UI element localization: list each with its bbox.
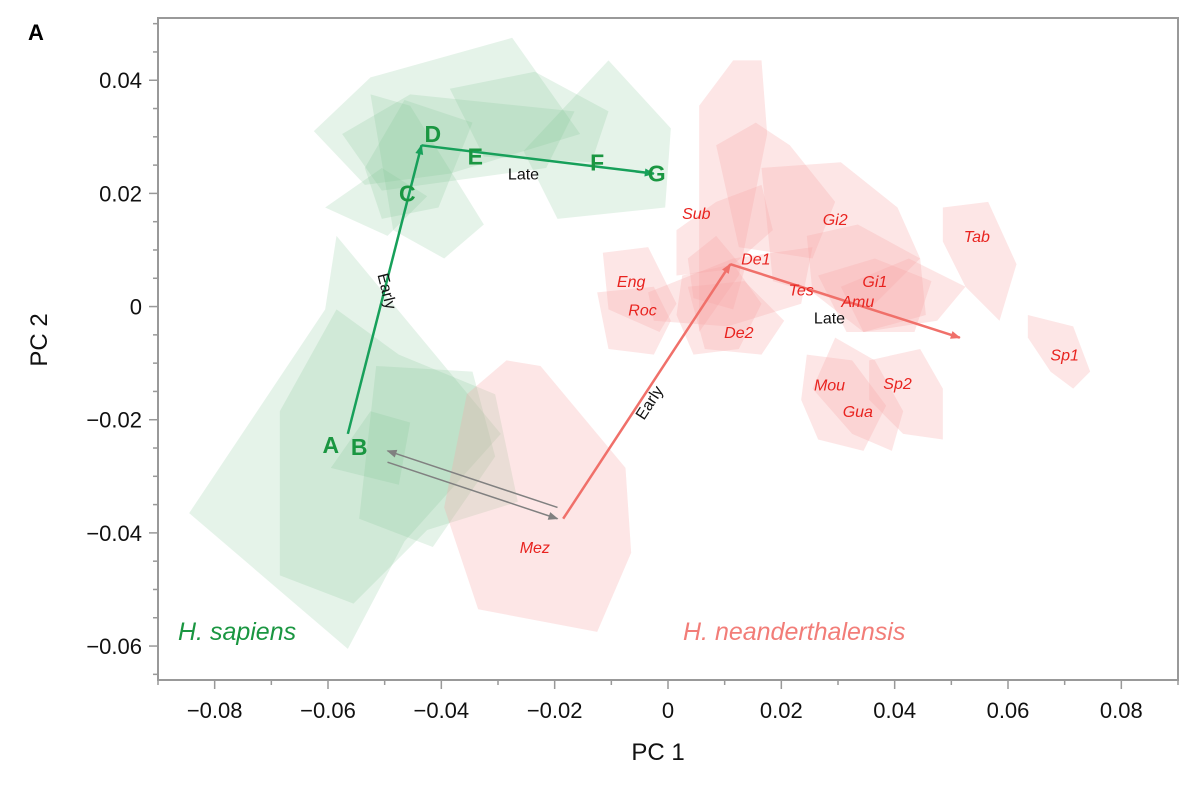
- neanderthal-hull-0: [444, 360, 632, 632]
- neanderthal-site-Mez: Mez: [520, 540, 550, 557]
- neanderthal-site-Gi2: Gi2: [823, 212, 848, 229]
- panel-label: A: [28, 20, 44, 45]
- sapiens-hull-8: [359, 365, 496, 548]
- neanderthal-hull-12: [597, 286, 671, 355]
- point-labels: A B C DE F G Sub Gi2 Tab De1 Eng Gi1 Tes Amu Roc De2 Sp1…: [323, 121, 1079, 557]
- neanderthal-site-De1: De1: [741, 251, 770, 268]
- neanderthal-site-Roc: Roc: [628, 302, 656, 319]
- neanderthal-hull-5: [761, 162, 921, 310]
- neanderthal-hull-13: [676, 264, 762, 355]
- x-tick-label: 0.02: [760, 698, 803, 723]
- neanderthal-hull-16: [869, 349, 943, 440]
- neanderthal-site-Amu: Amu: [840, 294, 874, 311]
- sapiens-hull-4: [523, 60, 671, 219]
- x-tick-label: −0.02: [527, 698, 583, 723]
- sapiens-stage-D: D: [425, 121, 442, 147]
- sapiens-stage-B: B: [351, 434, 368, 460]
- between-species-arrow-1: [387, 461, 559, 520]
- neanderthal-site-Gi1: Gi1: [862, 274, 887, 291]
- sapiens-hull-3: [449, 71, 609, 163]
- sapiens-phase-label-late: Late: [508, 166, 539, 183]
- y-tick-label: −0.02: [86, 408, 142, 433]
- x-tick-label: 0: [662, 698, 674, 723]
- neanderthal-site-Tes: Tes: [789, 283, 814, 300]
- sapiens-stage-C: C: [399, 180, 416, 206]
- neanderthal-site-Eng: Eng: [617, 274, 646, 291]
- neanderthal-hull-18: [1027, 315, 1091, 389]
- neanderthal-site-Sp2: Sp2: [883, 376, 912, 393]
- between-species-arrow-0: [386, 449, 558, 509]
- axis-ticks: −0.08 −0.06 −0.04 −0.02 0 0.02 0.04 0.06 0.08 0.0…: [86, 22, 1179, 723]
- sapiens-hull-7: [279, 309, 518, 604]
- x-tick-label: −0.06: [300, 698, 356, 723]
- x-axis-title: PC 1: [631, 739, 684, 766]
- species-label-neanderthal: H. neanderthalensis: [683, 618, 905, 646]
- sapiens-hull-1: [342, 94, 575, 191]
- sapiens-hull-5: [370, 94, 484, 259]
- neanderthal-hull-10: [687, 281, 785, 355]
- neanderthal-hull-8: [840, 258, 966, 333]
- neanderthal-trajectory-segment-0: [562, 263, 732, 520]
- neanderthal-hull-2: [676, 184, 773, 276]
- sapiens-stage-E: E: [468, 144, 483, 170]
- neanderthal-site-Tab: Tab: [964, 229, 990, 246]
- x-tick-label: 0.04: [873, 698, 916, 723]
- neanderthal-site-Sp1: Sp1: [1050, 348, 1078, 365]
- y-tick-label: 0: [130, 295, 142, 320]
- neanderthal-hull-1: [699, 60, 768, 333]
- neanderthal-site-Sub: Sub: [682, 206, 711, 223]
- sapiens-hull-6: [189, 235, 501, 649]
- y-tick-label: −0.04: [86, 521, 142, 546]
- neanderthal-site-De2: De2: [724, 325, 753, 342]
- sapiens-trajectory-segment-0: [346, 144, 424, 435]
- neanderthal-hull-4: [716, 122, 836, 259]
- neanderthal-hull-9: [687, 235, 745, 310]
- convex-hulls: [189, 37, 1091, 649]
- x-tick-label: 0.06: [987, 698, 1030, 723]
- x-tick-label: 0.08: [1100, 698, 1143, 723]
- sapiens-stage-F: F: [590, 149, 604, 175]
- y-tick-label: 0.04: [99, 68, 142, 93]
- species-label-sapiens: H. sapiens: [178, 618, 296, 646]
- sapiens-stage-A: A: [323, 432, 340, 458]
- x-tick-label: −0.08: [187, 698, 243, 723]
- neanderthal-hull-14: [812, 337, 904, 451]
- neanderthal-site-Mou: Mou: [814, 378, 845, 395]
- neanderthal-phase-label-late: Late: [814, 311, 845, 328]
- sapiens-hull-9: [330, 411, 411, 485]
- sapiens-hull-0: [313, 37, 581, 185]
- x-tick-label: −0.04: [413, 698, 469, 723]
- neanderthal-site-Gua: Gua: [843, 404, 873, 421]
- y-tick-label: 0.02: [99, 181, 142, 206]
- neanderthal-trajectory-segment-1: [729, 262, 961, 339]
- neanderthal-hull-7: [818, 258, 932, 333]
- y-tick-label: −0.06: [86, 634, 142, 659]
- sapiens-stage-G: G: [648, 161, 666, 187]
- neanderthal-hull-11: [602, 247, 677, 333]
- neanderthal-hull-6: [806, 224, 926, 333]
- y-axis-title: PC 2: [26, 313, 53, 366]
- sapiens-trajectory-segment-1: [421, 144, 655, 177]
- neanderthal-hull-15: [801, 354, 887, 451]
- neanderthal-hull-3: [648, 247, 813, 327]
- neanderthal-hull-17: [942, 201, 1017, 321]
